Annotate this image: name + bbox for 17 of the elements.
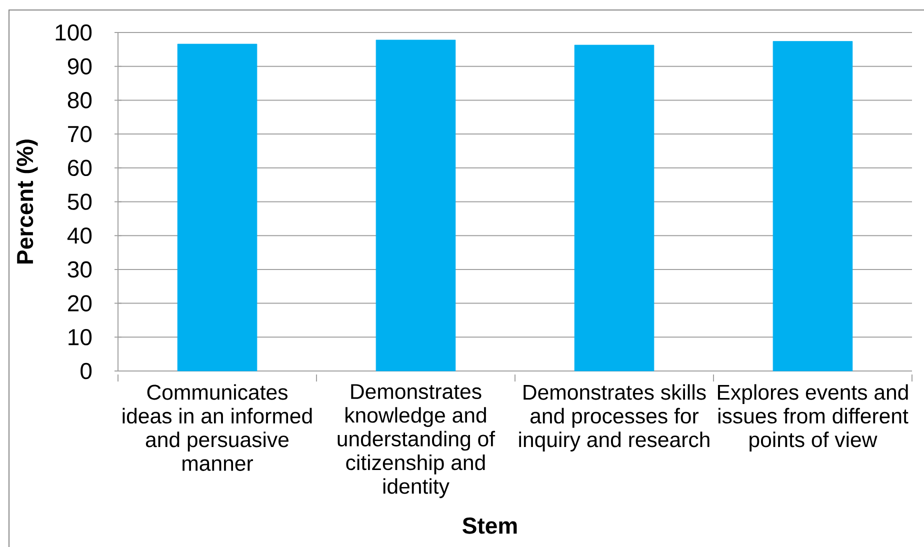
y-tick-label: 20 — [68, 295, 92, 312]
y-tick-label: 10 — [68, 329, 92, 346]
x-axis-title: Stem — [462, 518, 517, 534]
y-tick-label: 40 — [67, 227, 92, 244]
x-tick-label: Demonstrates skills and processes for inquiry and research — [519, 384, 710, 452]
y-tick-label: 60 — [68, 160, 92, 176]
y-tick-label: 30 — [68, 261, 92, 278]
y-tick-label: 90 — [68, 58, 92, 74]
y-axis-title: Percent (%) — [16, 140, 38, 264]
x-tick-label: Demonstrates knowledge and understanding of citizenship and identity — [338, 384, 496, 498]
y-tick-label: 70 — [68, 126, 92, 142]
y-tick-label: 100 — [56, 24, 92, 41]
y-tick-label: 80 — [68, 92, 92, 108]
x-tick-label: Communicates ideas in an informed and persuasive manner — [122, 384, 312, 471]
y-tick-label: 0 — [80, 362, 92, 380]
y-tick-label: 50 — [68, 194, 92, 210]
x-tick-label: Explores events and issues from different points of view — [718, 384, 908, 452]
